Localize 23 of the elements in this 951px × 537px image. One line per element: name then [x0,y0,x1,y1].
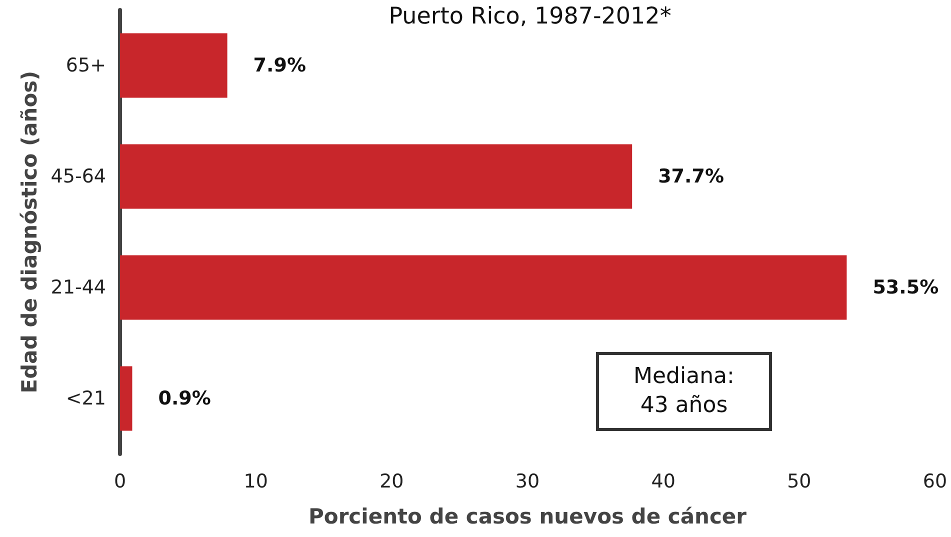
bar [120,144,632,209]
y-tick-label: <21 [66,388,106,410]
x-tick-label: 60 [922,470,948,492]
chart-title: Puerto Rico, 1987-2012* [388,4,672,30]
x-tick-label: 40 [651,470,676,492]
bar [120,255,847,320]
x-tick-label: 10 [244,470,268,492]
x-tick-label: 20 [380,470,404,492]
data-label: 7.9% [253,54,306,76]
data-label: 0.9% [158,388,211,410]
bar [120,33,228,98]
bar [120,366,132,431]
y-tick-label: 21-44 [50,276,106,298]
x-tick-label: 0 [114,470,126,492]
x-axis-title: Porciento de casos nuevos de cáncer [308,504,748,528]
annotation: Mediana: 43 años [596,352,772,432]
y-axis-title: Edad de diagnóstico (años) [17,70,42,394]
y-tick-label: 65+ [66,54,106,76]
data-label: 37.7% [658,166,724,188]
x-tick-label: 50 [787,470,812,492]
y-tick-label: 45-64 [50,166,106,188]
x-tick-label: 30 [515,470,540,492]
data-label: 53.5% [872,276,939,298]
